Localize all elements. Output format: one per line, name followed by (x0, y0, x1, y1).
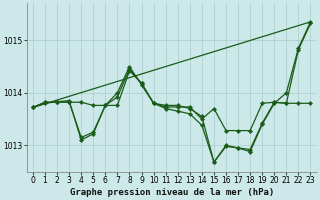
X-axis label: Graphe pression niveau de la mer (hPa): Graphe pression niveau de la mer (hPa) (69, 188, 274, 197)
